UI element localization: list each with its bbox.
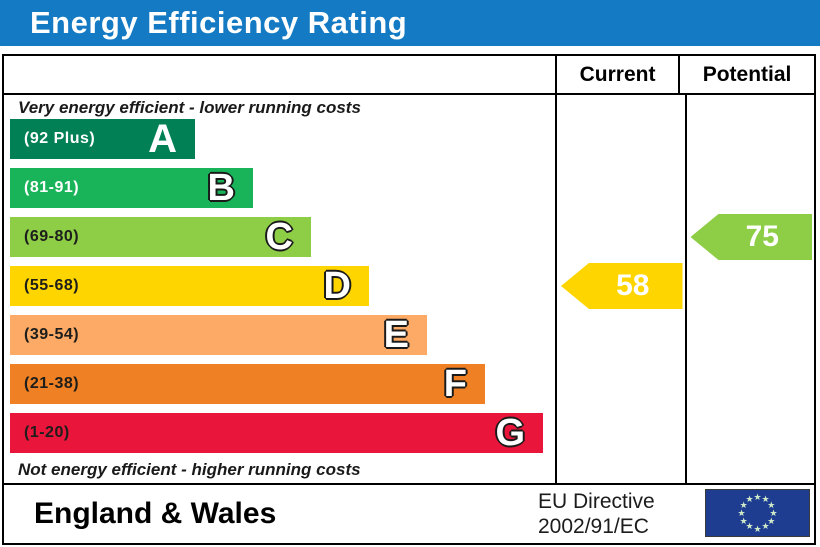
eu-flag: ★ ★ ★ ★ ★ ★ ★ ★ ★ ★ ★ ★ (705, 489, 810, 537)
top-caption: Very energy efficient - lower running co… (18, 98, 361, 117)
eu-flag-star: ★ (739, 499, 748, 510)
band-bar-e: (39-54) E (10, 315, 427, 355)
eu-flag-star: ★ (767, 515, 776, 526)
potential-rating-column: 75 (687, 95, 815, 483)
table-body: Very energy efficient - lower running co… (4, 95, 814, 483)
page-title: Energy Efficiency Rating (30, 5, 408, 40)
band-range-label: (81-91) (24, 179, 80, 196)
title-bar: Energy Efficiency Rating (0, 0, 820, 46)
table-header: Current Potential (4, 56, 814, 95)
band-bars: (92 Plus) A (81-91) B (69-80) C (55-68) D (39-54… (4, 119, 555, 453)
energy-efficiency-chart: Current Potential Very energy efficient … (2, 54, 816, 545)
eu-directive-line1: EU Directive (538, 490, 655, 513)
band-range-label: (55-68) (24, 277, 80, 294)
band-bar-a: (92 Plus) A (10, 119, 195, 159)
eu-flag-star: ★ (739, 515, 748, 526)
band-bar-b: (81-91) B (10, 168, 253, 208)
band-range-label: (39-54) (24, 326, 80, 343)
eu-flag-star: ★ (745, 493, 754, 504)
eu-flag-star: ★ (745, 521, 754, 532)
band-bar-c: (69-80) C (10, 217, 311, 257)
current-rating-arrow: 58 (561, 263, 683, 309)
eu-flag-star: ★ (753, 491, 762, 502)
band-bar-d: (55-68) D (10, 266, 369, 306)
current-rating-arrow-value: 58 (616, 269, 650, 302)
region-label: England & Wales (34, 497, 277, 530)
band-range-label: (1-20) (24, 424, 70, 441)
band-letter: C (265, 216, 293, 258)
band-letter: E (383, 314, 409, 356)
band-letter: D (323, 265, 351, 307)
current-column-header: Current (557, 56, 681, 95)
eu-flag-star: ★ (753, 523, 762, 534)
band-bar-g: (1-20) G (10, 413, 543, 453)
band-range-label: (21-38) (24, 375, 80, 392)
eu-flag-star: ★ (737, 507, 746, 518)
eu-directive-label: EU Directive 2002/91/EC (538, 489, 655, 539)
bottom-caption: Not energy efficient - higher running co… (18, 460, 361, 479)
bands-column: Very energy efficient - lower running co… (4, 95, 557, 483)
potential-rating-arrow-value: 75 (745, 220, 779, 253)
eu-flag-star: ★ (761, 493, 770, 504)
band-range-label: (92 Plus) (24, 130, 96, 147)
chart-header-cell (4, 56, 557, 95)
potential-rating-arrow: 75 (690, 214, 812, 260)
eu-flag-star: ★ (769, 507, 778, 518)
band-letter: G (495, 412, 525, 454)
band-letter: F (443, 363, 467, 405)
eu-flag-star: ★ (761, 521, 770, 532)
eu-directive-line2: 2002/91/EC (538, 515, 649, 538)
band-letter: A (148, 117, 177, 161)
current-rating-column: 58 (557, 95, 687, 483)
band-range-label: (69-80) (24, 228, 80, 245)
eu-flag-star: ★ (767, 499, 776, 510)
table-footer: England & Wales EU Directive 2002/91/EC … (4, 483, 814, 543)
band-bar-f: (21-38) F (10, 364, 485, 404)
potential-column-header: Potential (680, 56, 814, 95)
band-letter: B (207, 167, 235, 209)
